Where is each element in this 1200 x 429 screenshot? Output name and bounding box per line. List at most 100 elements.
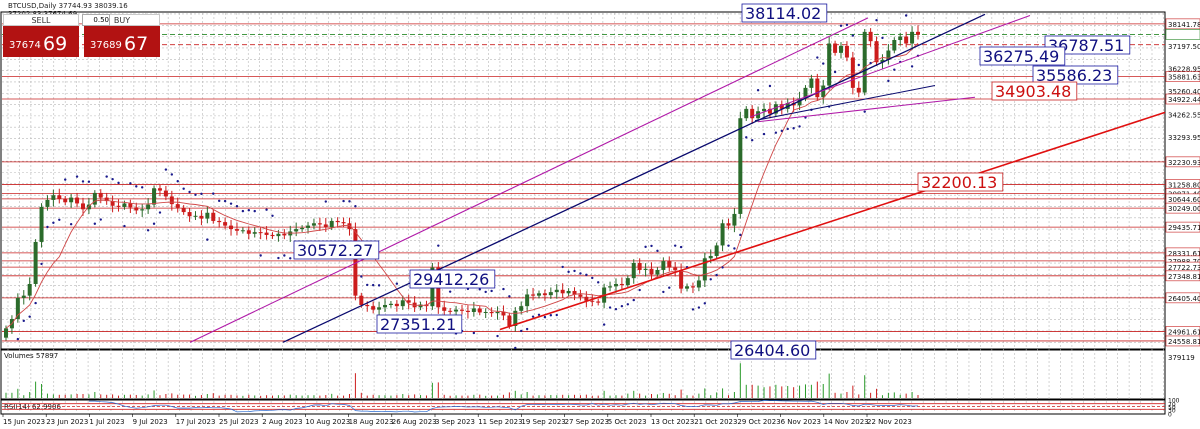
sar-dot	[223, 199, 227, 203]
sar-dot	[650, 244, 653, 248]
candle-body	[199, 215, 204, 219]
candle-body	[223, 222, 228, 226]
trend-red-support	[499, 111, 1166, 331]
candle-body	[448, 310, 453, 312]
sar-dot	[893, 68, 896, 71]
price-annotation: 29412.26	[413, 270, 489, 289]
candle-body	[110, 201, 115, 206]
sar-dot	[182, 187, 185, 190]
x-tick-label: 11 Sep 2023	[478, 418, 522, 426]
sar-dot	[176, 180, 179, 183]
candle-body	[75, 197, 80, 204]
sar-dot	[881, 36, 884, 40]
candle-body	[554, 289, 559, 293]
y-tick-label: 24961.61	[1168, 329, 1200, 337]
sar-dot	[531, 315, 535, 318]
candle-body	[809, 78, 814, 88]
sar-dot	[247, 208, 251, 212]
candle-body	[690, 286, 695, 288]
candle-body	[613, 283, 618, 287]
rsi-tick-label: 0	[1168, 412, 1172, 419]
sar-dot	[478, 288, 481, 291]
candle-body	[868, 31, 873, 42]
candle-body	[507, 315, 512, 326]
x-tick-label: 26 Aug 2023	[392, 418, 437, 426]
candle-body	[608, 286, 613, 288]
rsi-tick-label: 70	[1168, 402, 1176, 409]
candle-body	[205, 212, 210, 219]
sar-dot	[662, 290, 665, 294]
sar-dot	[508, 295, 511, 298]
sar-dot	[816, 56, 819, 59]
channel-magenta-lower	[757, 96, 976, 123]
price-annotation: 36275.49	[983, 47, 1059, 66]
y-tick-label: 35881.63	[1168, 74, 1200, 82]
candle-body	[27, 283, 32, 296]
candle-body	[531, 294, 536, 296]
sell-price-small: 37674	[9, 40, 41, 51]
candle-body	[536, 293, 541, 296]
sar-dot	[348, 200, 351, 203]
y-tick-label: 29435.71	[1168, 224, 1200, 232]
candle-body	[471, 308, 476, 312]
sar-dot	[691, 308, 695, 311]
x-tick-label: 14 Nov 2023	[824, 418, 869, 426]
x-tick-label: 21 Oct 2023	[694, 418, 737, 426]
sar-dot	[638, 288, 641, 292]
candle-body	[483, 311, 488, 313]
y-tick-label: 38141.78	[1168, 21, 1200, 29]
sar-dot	[111, 177, 114, 181]
volume-label: Volumes 57897	[4, 352, 58, 360]
x-tick-label: 10 Aug 2023	[305, 418, 350, 426]
annotation-box	[741, 3, 828, 23]
candle-body	[750, 108, 755, 119]
price-annotation: 27351.21	[380, 315, 456, 334]
sar-dot	[58, 218, 61, 221]
candle-body	[442, 307, 447, 311]
sar-dot	[40, 262, 43, 266]
candle-body	[270, 234, 275, 237]
candle-body	[152, 188, 157, 205]
candle-body	[460, 309, 464, 311]
sar-dot	[721, 266, 724, 269]
sar-dot	[241, 209, 245, 213]
y-tick-label: 31258.80	[1168, 182, 1200, 190]
y-tick-label: 26405.40	[1168, 295, 1200, 303]
candle-body	[21, 295, 26, 298]
lot-size-input[interactable]: 0.50	[82, 14, 110, 26]
candle-body	[862, 31, 867, 93]
candle-body	[880, 59, 885, 63]
annotation-box	[376, 314, 463, 334]
candle-body	[821, 85, 826, 98]
candle-body	[388, 303, 393, 305]
sar-dot	[591, 276, 594, 280]
sar-dot	[484, 290, 487, 294]
moving-average-line	[5, 42, 919, 329]
sar-dot	[366, 283, 369, 287]
sar-dot	[496, 334, 499, 338]
candle-body	[649, 268, 654, 275]
candle-body	[477, 308, 482, 313]
y-tick-label: 35260.40	[1168, 88, 1200, 96]
sar-dot	[69, 223, 73, 226]
sar-dot	[756, 89, 760, 92]
sar-dot	[597, 281, 600, 284]
candle-body	[779, 104, 784, 109]
sar-dot	[472, 331, 476, 335]
candle-body	[246, 230, 251, 234]
sell-button[interactable]: SELL 37674 69	[3, 14, 79, 57]
x-tick-label: 1 Jul 2023	[89, 418, 124, 426]
sar-dot	[152, 222, 156, 225]
candle-body	[619, 283, 624, 286]
sar-dot	[81, 180, 85, 183]
y-tick-label: 34922.44	[1168, 96, 1200, 104]
candle-body	[347, 223, 352, 230]
sar-dot	[217, 199, 221, 203]
candle-body	[844, 45, 849, 58]
candle-body	[146, 204, 151, 210]
sar-dot	[377, 284, 381, 287]
sar-dot	[525, 327, 529, 331]
candle-body	[732, 213, 737, 226]
candle-body	[465, 310, 470, 312]
